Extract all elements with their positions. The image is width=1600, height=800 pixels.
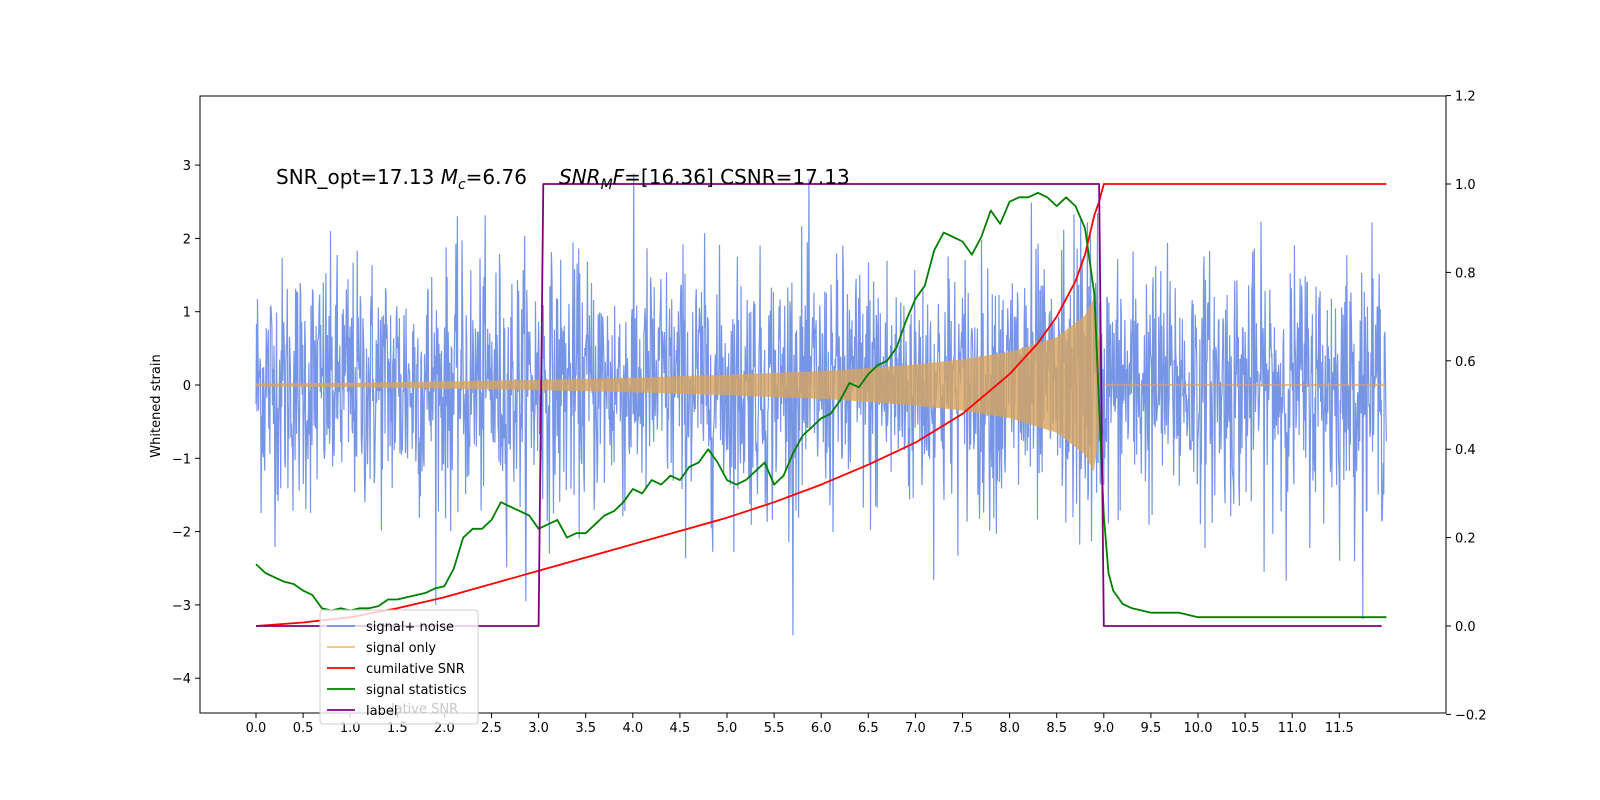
legend: lative SNR signal+ noise signal only cumila…: [319, 609, 479, 725]
x-tick-label: 8.0: [999, 721, 1020, 736]
annotation-part3: =[16.36] CSNR=17.13: [624, 165, 850, 189]
x-tick-label: 0.5: [293, 721, 314, 736]
x-axis: 0.0 0.5 1.0 1.5 2.0 2.5 3.0 3.5 4.0 4.5 5.0 5.5 6.0 6…: [246, 713, 1354, 736]
x-tick-label: 0.0: [246, 721, 267, 736]
annotation-snr-tail: F: [613, 165, 625, 189]
legend-entry-label: cumilative SNR: [366, 662, 465, 677]
legend-entry-label: signal statistics: [366, 683, 467, 698]
x-tick-label: 4.0: [622, 721, 643, 736]
x-tick-label: 6.5: [858, 721, 879, 736]
plot-series: [255, 173, 1387, 636]
series-signal-statistics: [255, 191, 1387, 619]
x-tick-label: 11.0: [1278, 721, 1307, 736]
y-right-tick-label: −0.2: [1455, 708, 1487, 723]
legend-entry-label: signal only: [366, 641, 436, 656]
y-right-tick-label: 1.0: [1455, 178, 1476, 193]
legend-box: [319, 609, 479, 725]
plot-area: [255, 173, 1387, 636]
y-left-tick-label: −2: [172, 526, 191, 541]
y-left-tick-label: 1: [183, 306, 191, 321]
x-tick-label: 1.0: [340, 721, 361, 736]
x-tick-label: 7.5: [952, 721, 973, 736]
y-left-tick-label: 3: [183, 159, 191, 174]
chart-annotation: SNR_opt=17.13 Mc=6.76 SNRMF=[16.36] CSNR=…: [276, 165, 850, 193]
x-tick-label: 2.5: [481, 721, 502, 736]
x-tick-label: 6.0: [811, 721, 832, 736]
x-tick-label: 8.5: [1046, 721, 1067, 736]
x-tick-label: 3.0: [528, 721, 549, 736]
annotation-snr-sub: M: [601, 177, 613, 193]
x-tick-label: 3.5: [575, 721, 596, 736]
annotation-part2: =6.76: [466, 165, 527, 189]
x-tick-label: 7.0: [905, 721, 926, 736]
x-tick-label: 2.0: [434, 721, 455, 736]
x-tick-label: 5.0: [717, 721, 738, 736]
y-right-tick-label: 1.2: [1455, 90, 1476, 105]
y-right-tick-label: 0.8: [1455, 266, 1476, 281]
annotation-mc-symbol: M: [441, 165, 458, 189]
legend-overlap-text: lative SNR: [391, 702, 458, 717]
x-tick-label: 9.5: [1141, 721, 1162, 736]
x-tick-label: 10.5: [1231, 721, 1260, 736]
y-axis-left-label: Whitened strain: [149, 354, 164, 457]
x-tick-label: 10.0: [1184, 721, 1213, 736]
x-tick-label: 5.5: [764, 721, 785, 736]
legend-entry-label: signal+ noise: [366, 620, 454, 635]
y-left-tick-label: 0: [183, 379, 191, 394]
x-tick-label: 1.5: [387, 721, 408, 736]
x-tick-label: 4.5: [670, 721, 691, 736]
x-tick-label: 11.5: [1325, 721, 1354, 736]
y-axis-right: −0.2 0.0 0.2 0.4 0.6 0.8 1.0 1.2: [1446, 90, 1487, 723]
axes-frame: [199, 95, 1447, 714]
annotation-mc-sub: c: [458, 177, 466, 193]
y-left-tick-label: −3: [172, 599, 191, 614]
series-signal-noise: [255, 173, 1387, 636]
y-left-tick-label: −1: [172, 452, 191, 467]
y-right-tick-label: 0.2: [1455, 532, 1476, 547]
series-signal-only: [256, 298, 1100, 472]
y-left-tick-label: −4: [172, 672, 191, 687]
y-left-tick-label: 2: [183, 232, 191, 247]
x-tick-label: 9.0: [1093, 721, 1114, 736]
y-axis-left: −4 −3 −2 −1 0 1 2 3: [172, 159, 200, 687]
series-label: [256, 183, 1382, 627]
annotation-snr-symbol: SNR: [559, 165, 601, 189]
y-right-tick-label: 0.6: [1455, 355, 1476, 370]
series-cumulative-snr: [255, 183, 1387, 627]
y-right-tick-label: 0.0: [1455, 620, 1476, 635]
legend-entry-label: label: [366, 704, 397, 719]
y-right-tick-label: 0.4: [1455, 443, 1476, 458]
annotation-part1: SNR_opt=17.13: [276, 165, 441, 189]
